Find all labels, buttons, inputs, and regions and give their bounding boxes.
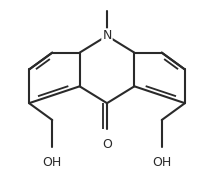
Text: OH: OH [152,156,171,169]
Text: O: O [102,138,112,151]
Text: N: N [102,29,112,42]
Text: OH: OH [43,156,62,169]
